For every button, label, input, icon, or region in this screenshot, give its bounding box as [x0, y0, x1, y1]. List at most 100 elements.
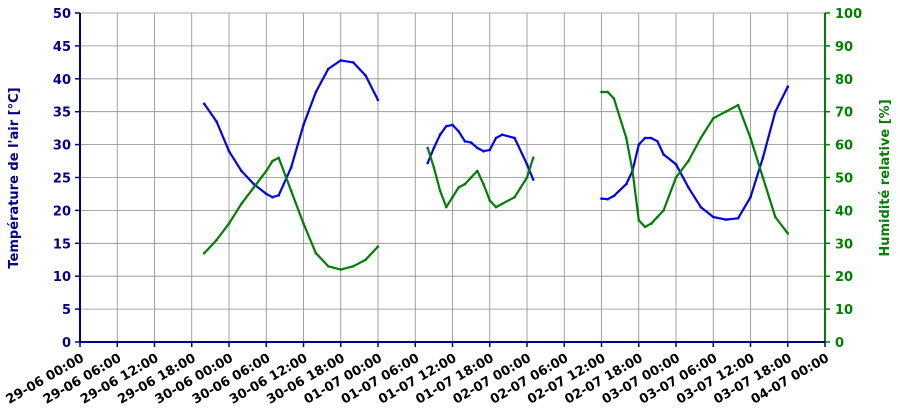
temperature-point [327, 67, 330, 71]
temperature-point [699, 205, 703, 209]
humidity-point [476, 169, 479, 173]
humidity-point [445, 205, 448, 209]
humidity-point [724, 110, 727, 113]
temperature-point [786, 85, 790, 88]
humidity-point [451, 195, 454, 199]
temperature-point [302, 123, 305, 127]
temperature-point [724, 218, 727, 221]
humidity-point [600, 90, 603, 94]
humidity-point [643, 225, 647, 229]
temperature-point [457, 130, 461, 133]
temperature-point [612, 194, 616, 198]
humidity-point [438, 189, 442, 192]
y-tick-label: 10 [53, 270, 71, 285]
y-tick-label: 40 [53, 73, 71, 88]
humidity-point [513, 195, 516, 199]
y2-tick-label: 20 [835, 270, 853, 285]
humidity-point [482, 182, 485, 186]
y-tick-label: 30 [53, 139, 71, 154]
y2-tick-label: 40 [835, 204, 853, 219]
temperature-point [712, 215, 715, 219]
humidity-point [364, 258, 367, 262]
temperature-point [643, 136, 647, 140]
humidity-point [469, 176, 473, 179]
humidity-point [631, 169, 634, 173]
y2-tick-label: 0 [835, 336, 844, 351]
temperature-point [227, 149, 231, 153]
temperature-point [662, 153, 665, 156]
series-group [202, 59, 790, 271]
temperature-point [749, 195, 752, 199]
temperature-point [314, 90, 318, 94]
y-tick-label: 15 [53, 237, 71, 252]
temperature-series-line-2 [426, 123, 535, 181]
humidity-point [612, 97, 616, 100]
temperature-point [476, 146, 479, 150]
humidity-point [531, 156, 535, 160]
humidity-point [761, 176, 765, 179]
temperature-point [774, 110, 777, 113]
temperature-point [656, 140, 659, 143]
humidity-point [712, 117, 715, 120]
humidity-point [687, 159, 690, 163]
temperature-point [215, 120, 218, 123]
temperature-point [606, 197, 609, 201]
temperature-point [513, 136, 516, 140]
temperature-point [525, 163, 529, 166]
temperature-point [451, 123, 454, 127]
humidity-point [488, 199, 492, 202]
temperature-point [649, 136, 653, 140]
temperature-point [494, 136, 498, 140]
temperature-point [240, 169, 243, 173]
y-tick-label: 5 [62, 303, 71, 318]
y2-tick-label: 70 [835, 106, 853, 121]
temperature-point [339, 59, 343, 62]
humidity-point [500, 202, 504, 206]
humidity-point [637, 219, 641, 222]
temperature-point [674, 163, 678, 166]
y-tick-label: 0 [62, 336, 71, 351]
temperature-point [625, 182, 628, 186]
humidity-point [314, 251, 318, 255]
humidity-point [271, 159, 274, 163]
y-tick-label: 50 [53, 7, 71, 22]
humidity-point [240, 202, 243, 206]
humidity-point [494, 205, 498, 209]
temperature-point [600, 197, 603, 200]
humidity-point [351, 265, 355, 268]
humidity-point [656, 215, 659, 219]
humidity-point [339, 268, 343, 271]
y-tick-label: 25 [53, 172, 71, 187]
humidity-point [525, 176, 529, 179]
temperature-point [637, 143, 641, 146]
temperature-point [351, 61, 355, 64]
humidity-point [227, 222, 231, 225]
temperature-point [488, 148, 492, 152]
y-axis-title: Température de l'air [°C] [7, 87, 22, 268]
humidity-point [606, 90, 609, 94]
temperature-point [202, 102, 206, 106]
humidity-point [277, 156, 281, 160]
y2-tick-label: 60 [835, 139, 853, 154]
humidity-point [662, 209, 665, 212]
temperature-point [364, 74, 367, 77]
y2-tick-label: 100 [835, 7, 862, 22]
temperature-point [376, 98, 380, 102]
humidity-point [786, 232, 790, 235]
y2-tick-label: 10 [835, 303, 853, 318]
temperature-point [432, 146, 436, 150]
temperature-point [271, 195, 274, 199]
humidity-point [327, 265, 330, 268]
y-tick-label: 20 [53, 204, 71, 219]
humidity-point [302, 222, 305, 225]
y2-tick-label: 80 [835, 73, 853, 88]
humidity-point [625, 136, 628, 140]
axes [75, 12, 830, 347]
temperature-point [265, 192, 268, 196]
humidity-point [749, 136, 752, 140]
temperature-point [426, 161, 430, 165]
y2-tick-label: 50 [835, 172, 853, 187]
humidity-point [463, 182, 467, 186]
humidity-series-line-1 [203, 156, 379, 271]
